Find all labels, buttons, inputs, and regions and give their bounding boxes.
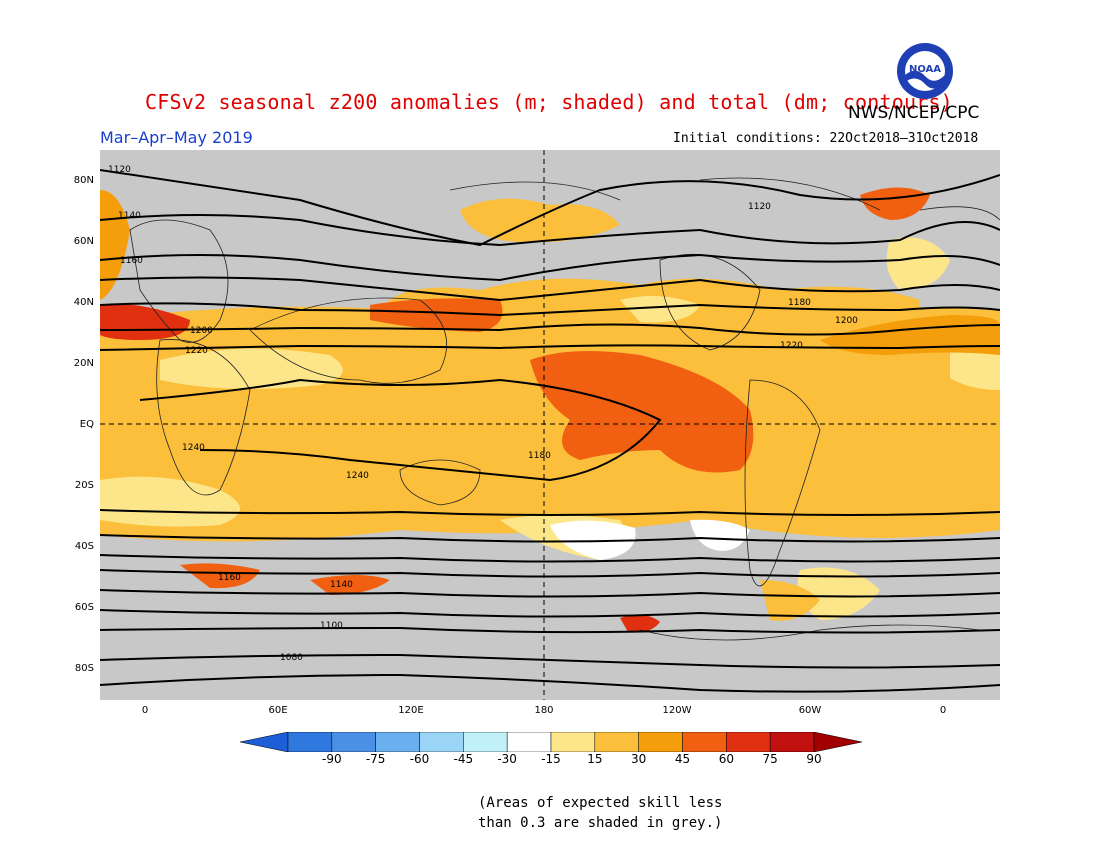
height-contours [100,169,1000,693]
coastlines [129,177,1000,641]
initial-conditions-label: Initial conditions: 22Oct2018–31Oct2018 [673,131,979,146]
contour-label: 1240 [182,443,205,453]
colorbar-tick-label: -45 [453,752,474,766]
colorbar-swatch [550,732,596,752]
contour-label: 1220 [185,346,208,356]
lon-label: 120E [398,705,424,716]
skill-note: (Areas of expected skill less than 0.3 a… [478,793,722,833]
colorbar-swatch [375,732,420,752]
anomaly-15-30-patch [797,567,880,620]
anomaly-45-60-atlantic [820,315,1000,355]
anomaly-30-45-arctic [886,237,950,290]
lon-label: 0 [939,705,947,716]
colorbar-tick-label: -60 [409,752,430,766]
colorbar-tick-label: 60 [718,752,734,766]
contour-label: 1200 [835,316,858,326]
colorbar-tick-label: 75 [762,752,778,766]
lon-label: 120W [662,705,692,716]
colorbar-swatch [594,732,639,752]
colorbar-tick-label: -30 [497,752,517,766]
colorbar-swatch [506,732,552,752]
colorbar-swatch [682,732,727,752]
anomaly-45-60-south [180,563,260,589]
colorbar-high-triangle [813,732,862,752]
lat-label: EQ [79,419,94,430]
colorbar-swatch [419,732,464,752]
lon-label: 60E [268,705,288,716]
logo-text: NOAA [909,64,941,75]
contour-label: 1160 [120,256,143,266]
colorbar-tick-label: 15 [587,752,603,766]
note-line-2: than 0.3 are shaded in grey.) [478,815,723,831]
colorbar-tick-label: -15 [541,752,561,766]
lat-label: 60N [73,236,94,247]
colorbar-swatch [769,732,815,752]
noaa-logo: NOAA [897,43,953,99]
colorbar-low-triangle [240,732,289,752]
colorbar-swatch [638,732,683,752]
colorbar-tick-label: 90 [806,752,822,766]
lat-label: 40S [74,541,94,552]
contour-labels: 1120 1140 1160 1180 1200 1220 1240 1080 … [108,165,858,663]
contour-label: 1120 [108,165,131,175]
colorbar-tick-label: -75 [365,752,386,766]
lat-label: 80N [73,175,94,186]
contour-label: 1080 [280,653,303,663]
colorbar-swatch [463,732,508,752]
anomaly-45-60-south [310,575,390,595]
colorbar [240,732,862,752]
contour-label: 1120 [748,202,771,212]
lat-label: 20N [73,358,94,369]
season-label: Mar–Apr–May 2019 [100,128,253,147]
anomaly-15-30-patch [620,296,700,323]
lon-label: 60W [798,705,822,716]
colorbar-tick-label: -90 [322,752,342,766]
agency-label: NWS/NCEP/CPC [848,103,980,123]
lat-label: 20S [74,480,94,491]
anomaly-30-45-south-am [760,580,820,621]
note-line-1: (Areas of expected skill less [478,795,723,811]
lon-label: 0 [141,705,149,716]
lon-label: 180 [534,705,554,716]
contour-label: 1180 [788,298,811,308]
colorbar-tick-label: 30 [631,752,647,766]
anomaly-15-30-patch [950,348,1000,390]
contour-label: 1240 [346,471,369,481]
map-title: CFSv2 seasonal z200 anomalies (m; shaded… [145,90,953,114]
anomaly-30-45-arctic [460,198,620,243]
contour-label: 1100 [320,621,343,631]
colorbar-swatch [726,732,771,752]
contour-label: 1140 [330,580,353,590]
colorbar-swatch [287,732,333,752]
colorbar-swatch [331,732,376,752]
anomaly-15-30-patch [160,348,343,389]
lat-label: 80S [74,663,94,674]
contour-label: 1220 [780,341,803,351]
lat-label: 60S [74,602,94,613]
contour-label: 1160 [218,573,241,583]
anomaly-near-zero [690,519,750,551]
contour-label: 1180 [528,451,551,461]
lat-label: 40N [73,297,94,308]
anomaly-60-75-south [620,614,660,633]
contour-label: 1200 [190,326,213,336]
anomaly-45-60-europe [100,304,190,340]
contour-label: 1140 [118,211,141,221]
world-map: 1120 1140 1160 1180 1200 1220 1240 1080 … [100,150,1000,700]
colorbar-tick-label: 45 [674,752,691,766]
anomaly-15-30-patch [100,476,240,527]
